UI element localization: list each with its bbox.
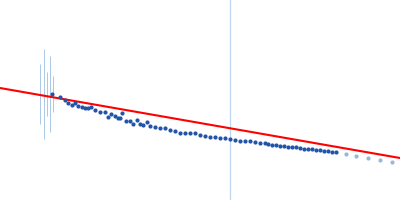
Point xyxy=(102,110,108,114)
Point xyxy=(119,111,125,115)
Point xyxy=(97,110,103,114)
Point xyxy=(130,122,136,126)
Point xyxy=(317,148,323,152)
Point xyxy=(202,134,208,138)
Point xyxy=(157,126,163,130)
Point xyxy=(247,139,253,143)
Point xyxy=(57,95,63,99)
Point xyxy=(127,119,133,123)
Point xyxy=(329,150,335,154)
Point xyxy=(269,143,275,147)
Point xyxy=(321,149,327,153)
Point xyxy=(207,135,213,139)
Point xyxy=(117,116,123,120)
Point xyxy=(182,131,188,135)
Point xyxy=(134,118,140,122)
Point xyxy=(112,114,118,118)
Point xyxy=(217,136,223,140)
Point xyxy=(144,120,150,124)
Point xyxy=(365,156,371,160)
Point xyxy=(162,126,168,130)
Point xyxy=(313,148,319,152)
Point xyxy=(167,128,173,132)
Point xyxy=(293,145,299,149)
Point xyxy=(82,106,88,110)
Point xyxy=(88,105,94,109)
Point xyxy=(237,139,243,143)
Point xyxy=(65,101,71,105)
Point xyxy=(85,106,91,110)
Point xyxy=(297,146,303,150)
Point xyxy=(242,139,248,143)
Point xyxy=(212,135,218,139)
Point xyxy=(309,147,315,151)
Point xyxy=(115,116,121,120)
Point xyxy=(343,152,349,156)
Point xyxy=(152,125,158,129)
Point xyxy=(305,147,311,151)
Point xyxy=(187,131,193,135)
Point xyxy=(389,160,395,164)
Point xyxy=(137,122,143,126)
Point xyxy=(140,123,146,127)
Point xyxy=(79,105,85,109)
Point xyxy=(333,150,339,154)
Point xyxy=(105,115,111,119)
Point xyxy=(277,144,283,148)
Point xyxy=(75,104,81,108)
Point xyxy=(197,133,203,137)
Point xyxy=(222,136,228,140)
Point xyxy=(325,149,331,153)
Point xyxy=(285,145,291,149)
Point xyxy=(123,119,129,123)
Point xyxy=(177,131,183,135)
Point xyxy=(62,98,68,102)
Point xyxy=(265,142,271,146)
Point xyxy=(377,158,383,162)
Point xyxy=(92,108,98,112)
Point xyxy=(257,141,263,145)
Point xyxy=(227,137,233,141)
Point xyxy=(49,92,55,96)
Point xyxy=(108,112,114,116)
Point xyxy=(289,145,295,149)
Point xyxy=(353,154,359,158)
Point xyxy=(147,124,153,128)
Point xyxy=(172,129,178,133)
Point xyxy=(252,140,258,144)
Point xyxy=(72,101,78,105)
Point xyxy=(301,147,307,151)
Point xyxy=(273,143,279,147)
Point xyxy=(281,144,287,148)
Point xyxy=(262,141,268,145)
Point xyxy=(69,103,75,107)
Point xyxy=(192,131,198,135)
Point xyxy=(232,138,238,142)
